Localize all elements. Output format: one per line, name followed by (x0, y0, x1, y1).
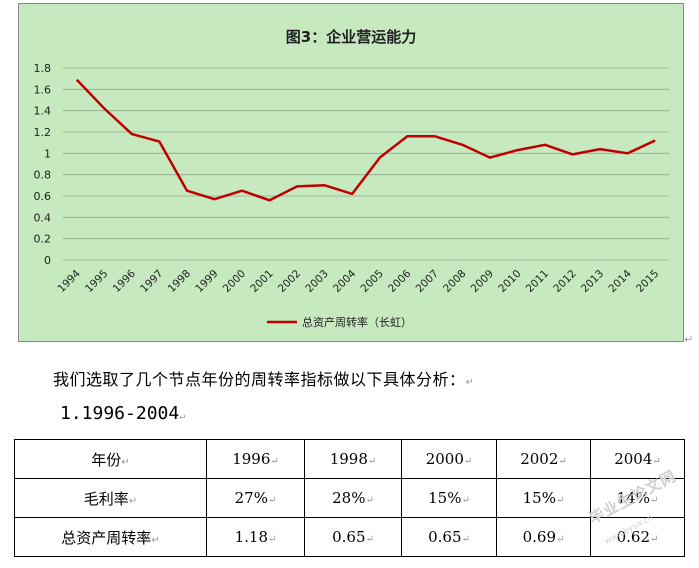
table-cell: 0.69↵ (496, 517, 591, 557)
x-tick-label: 2006 (386, 267, 414, 295)
paragraph-mark: ↵ (465, 377, 475, 388)
chart-title: 图3：企业营运能力 (286, 28, 416, 46)
y-tick-label: 1.4 (34, 105, 52, 118)
x-tick-label: 1999 (193, 268, 220, 295)
paragraph-mark: ↵ (179, 411, 186, 422)
y-tick-label: 0.2 (34, 233, 52, 246)
table-cell: 年份↵ (14, 439, 207, 479)
x-axis-ticks: 1994 1995 1996 1997 1998 1999 2000 2001 2002 2003… (56, 267, 662, 295)
grid-lines (63, 67, 669, 261)
table-cell: 总资产周转率↵ (14, 517, 207, 557)
y-tick-label: 1.8 (34, 62, 52, 75)
x-tick-label: 2013 (579, 268, 606, 295)
table-row: 毛利率↵ 27%↵ 28%↵ 15%↵ 15%↵ 14%↵ (14, 478, 685, 518)
table-row: 总资产周转率↵ 1.18↵ 0.65↵ 0.65↵ 0.69↵ 0.62↵ (14, 517, 685, 557)
x-tick-label: 1996 (111, 267, 139, 295)
table-cell: 2004↵ (590, 439, 685, 479)
table-cell: 2002↵ (496, 439, 591, 479)
table-cell: 毛利率↵ (14, 478, 207, 518)
x-tick-label: 2014 (606, 267, 634, 295)
table-cell: 0.62↵ (590, 517, 685, 557)
table-cell: 1996↵ (206, 439, 305, 479)
table-cell: 1998↵ (304, 439, 402, 479)
x-tick-label: 2010 (496, 268, 523, 295)
table-cell: 0.65↵ (401, 517, 497, 557)
analysis-paragraph: 我们选取了几个节点年份的周转率指标做以下具体分析：↵ (53, 366, 474, 390)
x-tick-label: 1994 (56, 267, 84, 295)
y-tick-label: 1 (44, 147, 51, 160)
series-line (75, 78, 656, 202)
table-cell: 1.18↵ (206, 517, 305, 557)
y-tick-label: 0.6 (34, 190, 52, 203)
table-cell: 27%↵ (206, 478, 305, 518)
section-heading-text: 1.1996-2004 (60, 403, 180, 424)
x-tick-label: 2011 (524, 268, 551, 295)
series-layer (75, 78, 656, 202)
x-tick-label: 2009 (469, 268, 496, 295)
y-axis-ticks: 0 0.2 0.4 0.6 0.8 1 1.2 1.4 1.6 1.8 (34, 62, 52, 267)
y-tick-label: 0.4 (34, 211, 52, 224)
x-tick-label: 2012 (551, 268, 578, 295)
x-tick-label: 2008 (441, 268, 468, 295)
paragraph-text: 我们选取了几个节点年份的周转率指标做以下具体分析： (53, 370, 466, 389)
x-tick-label: 2003 (303, 268, 330, 295)
data-table: 年份↵ 1996↵ 1998↵ 2000↵ 2002↵ 2004↵ 毛利率↵ 2… (14, 439, 685, 557)
table-cell: 0.65↵ (304, 517, 402, 557)
x-tick-label: 2015 (634, 268, 661, 295)
x-tick-label: 1997 (138, 268, 165, 295)
x-tick-label: 2004 (331, 267, 359, 295)
legend: 总资产周转率（长虹） (267, 315, 412, 329)
chart-container: 0 0.2 0.4 0.6 0.8 1 1.2 1.4 1.6 1.8 1994 1995 1996 1… (18, 3, 684, 342)
y-tick-label: 1.2 (34, 126, 52, 139)
table-cell: 15%↵ (401, 478, 497, 518)
table-cell: 2000↵ (401, 439, 497, 479)
paragraph-mark: ↵ (684, 333, 694, 346)
y-tick-label: 0.8 (34, 169, 52, 182)
x-tick-label: 1998 (166, 268, 193, 295)
y-tick-label: 0 (44, 254, 51, 267)
table-row: 年份↵ 1996↵ 1998↵ 2000↵ 2002↵ 2004↵ (14, 439, 685, 479)
section-heading: 1.1996-2004↵ (60, 403, 185, 424)
x-tick-label: 2005 (359, 268, 386, 295)
x-tick-label: 1995 (83, 268, 110, 295)
table-cell: 15%↵ (496, 478, 591, 518)
x-tick-label: 2002 (276, 268, 303, 295)
x-tick-label: 2001 (248, 268, 275, 295)
legend-label: 总资产周转率（长虹） (302, 315, 412, 329)
table-cell: 28%↵ (304, 478, 402, 518)
line-chart: 00.20.40.60.811.21.41.61.8 1994 1995 1996 1… (34, 28, 669, 329)
x-tick-label: 2007 (414, 268, 441, 295)
x-tick-label: 2000 (221, 268, 248, 295)
y-tick-label: 1.6 (34, 83, 52, 96)
